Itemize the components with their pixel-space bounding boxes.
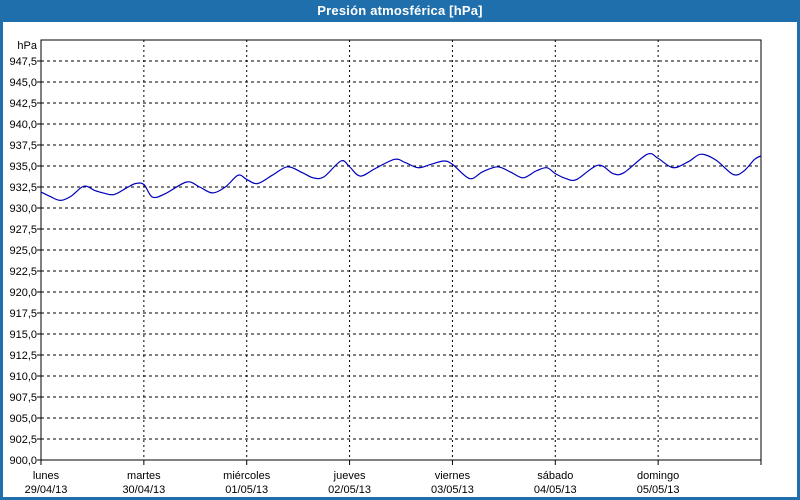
y-tick-label: 927,5 — [9, 224, 37, 236]
chart-title-bar: Presión atmosférica [hPa] — [0, 0, 800, 22]
x-date-label: 01/05/13 — [225, 484, 268, 496]
x-date-label: 03/05/13 — [431, 484, 474, 496]
y-tick-label: 917,5 — [9, 308, 37, 320]
y-tick-label: 902,5 — [9, 434, 37, 446]
x-date-label: 30/04/13 — [122, 484, 165, 496]
y-tick-label: 920,0 — [9, 287, 37, 299]
y-tick-label: 945,0 — [9, 77, 37, 89]
x-day-label: jueves — [333, 470, 366, 482]
y-tick-label: 937,5 — [9, 140, 37, 152]
pressure-line — [40, 152, 762, 202]
x-day-label: miércoles — [223, 470, 271, 482]
y-tick-label: 925,0 — [9, 245, 37, 257]
x-date-label: 29/04/13 — [25, 484, 68, 496]
x-day-label: martes — [127, 470, 161, 482]
plot-border — [40, 39, 762, 461]
y-tick-label: 932,5 — [9, 182, 37, 194]
y-tick-label: 947,5 — [9, 56, 37, 68]
y-tick-label: 930,0 — [9, 203, 37, 215]
y-tick-label: 935,0 — [9, 161, 37, 173]
x-date-label: 02/05/13 — [328, 484, 371, 496]
x-day-label: sábado — [537, 470, 573, 482]
y-tick-label: 940,0 — [9, 119, 37, 131]
x-day-label: domingo — [637, 470, 679, 482]
y-tick-label: 910,0 — [9, 371, 37, 383]
y-tick-label: 907,5 — [9, 392, 37, 404]
y-axis-unit-label: hPa — [17, 40, 37, 52]
y-tick-label: 912,5 — [9, 350, 37, 362]
y-tick-label: 900,0 — [9, 455, 37, 467]
y-tick-label: 922,5 — [9, 266, 37, 278]
x-day-label: lunes — [33, 470, 60, 482]
x-date-label: 05/05/13 — [637, 484, 680, 496]
x-day-label: viernes — [435, 470, 471, 482]
y-tick-label: 942,5 — [9, 98, 37, 110]
y-tick-label: 905,0 — [9, 413, 37, 425]
y-tick-label: 915,0 — [9, 329, 37, 341]
x-date-label: 04/05/13 — [534, 484, 577, 496]
